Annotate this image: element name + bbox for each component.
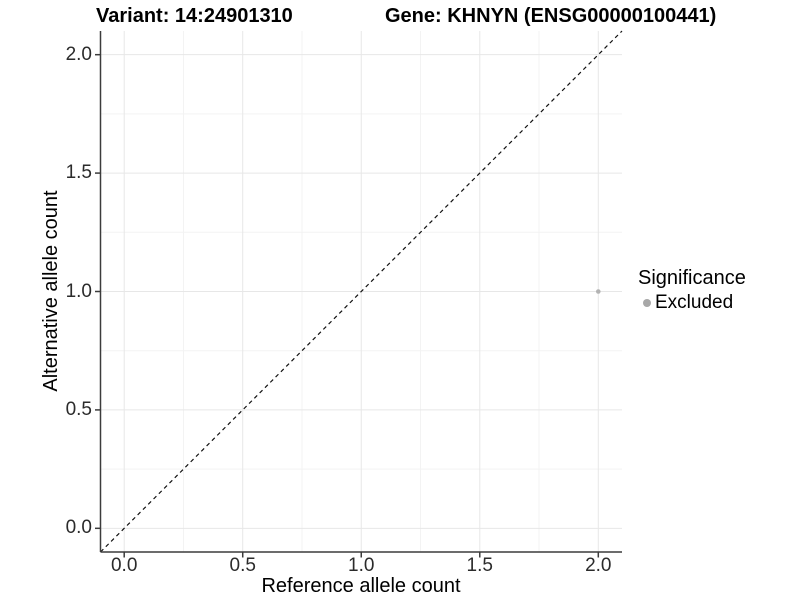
y-axis-title: Alternative allele count: [40, 190, 62, 392]
y-tick-label: 2.0: [65, 43, 92, 65]
identity-line: [100, 30, 623, 553]
plot-title-gene: Gene: KHNYN (ENSG00000100441): [385, 5, 717, 27]
x-axis-title: Reference allele count: [261, 575, 461, 597]
legend: Significance Excluded: [638, 266, 746, 314]
x-tick-label: 0.0: [110, 555, 138, 576]
x-tick-label: 2.0: [585, 555, 612, 576]
y-tick-label: 0.5: [65, 398, 92, 420]
y-tick-label: 1.0: [65, 280, 92, 302]
x-tick-label: 0.5: [229, 555, 256, 576]
legend-title: Significance: [638, 267, 746, 289]
data-point-excluded: [595, 289, 601, 294]
legend-item-excluded: Excluded: [638, 292, 746, 314]
excluded-point-icon: [643, 299, 651, 307]
y-tick-label: 0.0: [65, 517, 92, 539]
x-tick-label: 1.5: [466, 555, 493, 576]
x-tick-label: 1.0: [348, 555, 375, 576]
plot-title-variant: Variant: 14:24901310: [96, 5, 293, 27]
y-tick-label: 1.5: [65, 162, 92, 184]
legend-item-label: Excluded: [655, 292, 734, 313]
